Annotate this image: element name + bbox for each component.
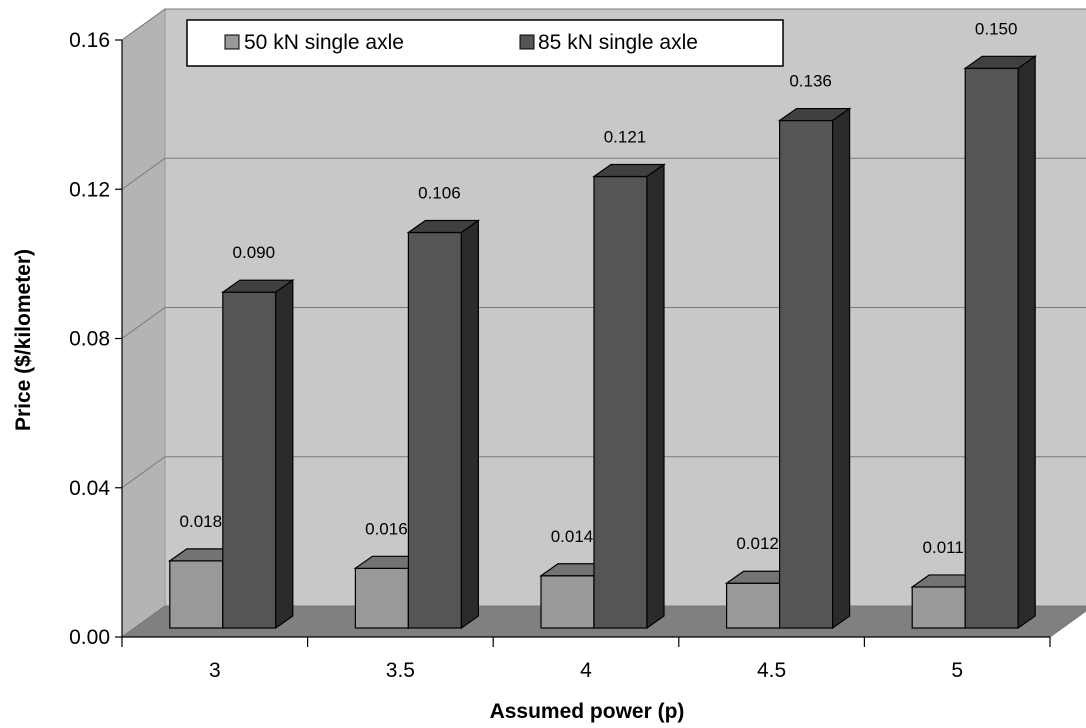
y-axis-title: Price ($/kilometer) <box>12 249 35 431</box>
bar-side <box>646 163 665 630</box>
bars <box>167 55 1038 630</box>
legend-box <box>186 19 784 67</box>
bar <box>220 279 295 630</box>
bar-front <box>222 291 277 629</box>
y-tick-label: 0.08 <box>69 328 110 351</box>
x-tick-label: 3 <box>209 659 221 682</box>
x-tick-label: 4.5 <box>757 659 786 682</box>
bar-front <box>354 567 409 629</box>
x-tick-label: 3.5 <box>386 659 415 682</box>
bar-front <box>593 175 648 629</box>
bar <box>406 219 481 630</box>
legend-swatch-85kn <box>519 34 535 50</box>
y-tick-label: 0.12 <box>69 178 110 201</box>
y-axis-ticks: 0.00 0.04 0.08 0.12 0.16 <box>69 29 122 649</box>
data-label: 0.136 <box>789 72 832 91</box>
y-tick-label: 0.04 <box>69 477 110 500</box>
gridline <box>121 8 1086 41</box>
x-tick-label: 5 <box>951 659 963 682</box>
bar <box>777 107 852 630</box>
data-label: 0.090 <box>233 243 276 262</box>
data-label: 0.016 <box>365 519 408 538</box>
data-label: 0.121 <box>604 128 647 147</box>
data-labels: 0.018 0.090 0.016 0.106 0.014 0.121 0.012 0.136… <box>180 19 1018 557</box>
x-tick-label: 4 <box>580 659 592 682</box>
bar-front <box>778 119 834 629</box>
legend-label-85kn: 85 kN single axle <box>538 31 698 54</box>
data-label: 0.018 <box>180 512 223 531</box>
data-label: 0.011 <box>923 538 964 557</box>
bar-front <box>964 67 1019 629</box>
data-label: 0.014 <box>551 527 594 546</box>
data-label: 0.012 <box>736 534 779 553</box>
bar-side <box>460 219 479 630</box>
bar-side <box>1017 55 1036 630</box>
x-axis-ticks: 3 3.5 4 4.5 5 <box>121 637 1051 682</box>
y-tick-label: 0.16 <box>69 29 110 52</box>
bar <box>592 163 666 630</box>
x-axis-title: Assumed power (p) <box>490 700 685 723</box>
y-tick-label: 0.00 <box>69 626 110 649</box>
data-label: 0.150 <box>975 19 1018 38</box>
bar-side <box>275 279 294 630</box>
bar-front <box>540 575 595 629</box>
bar <box>963 55 1038 630</box>
legend: 50 kN single axle 85 kN single axle <box>186 19 784 67</box>
bar-side <box>831 107 851 630</box>
bar-front <box>407 231 462 629</box>
bar-front <box>725 582 781 629</box>
bar-front <box>911 586 966 629</box>
legend-label-50kn: 50 kN single axle <box>244 31 404 54</box>
legend-swatch-50kn <box>224 34 240 50</box>
bar-front <box>169 560 224 629</box>
data-label: 0.106 <box>418 183 461 202</box>
